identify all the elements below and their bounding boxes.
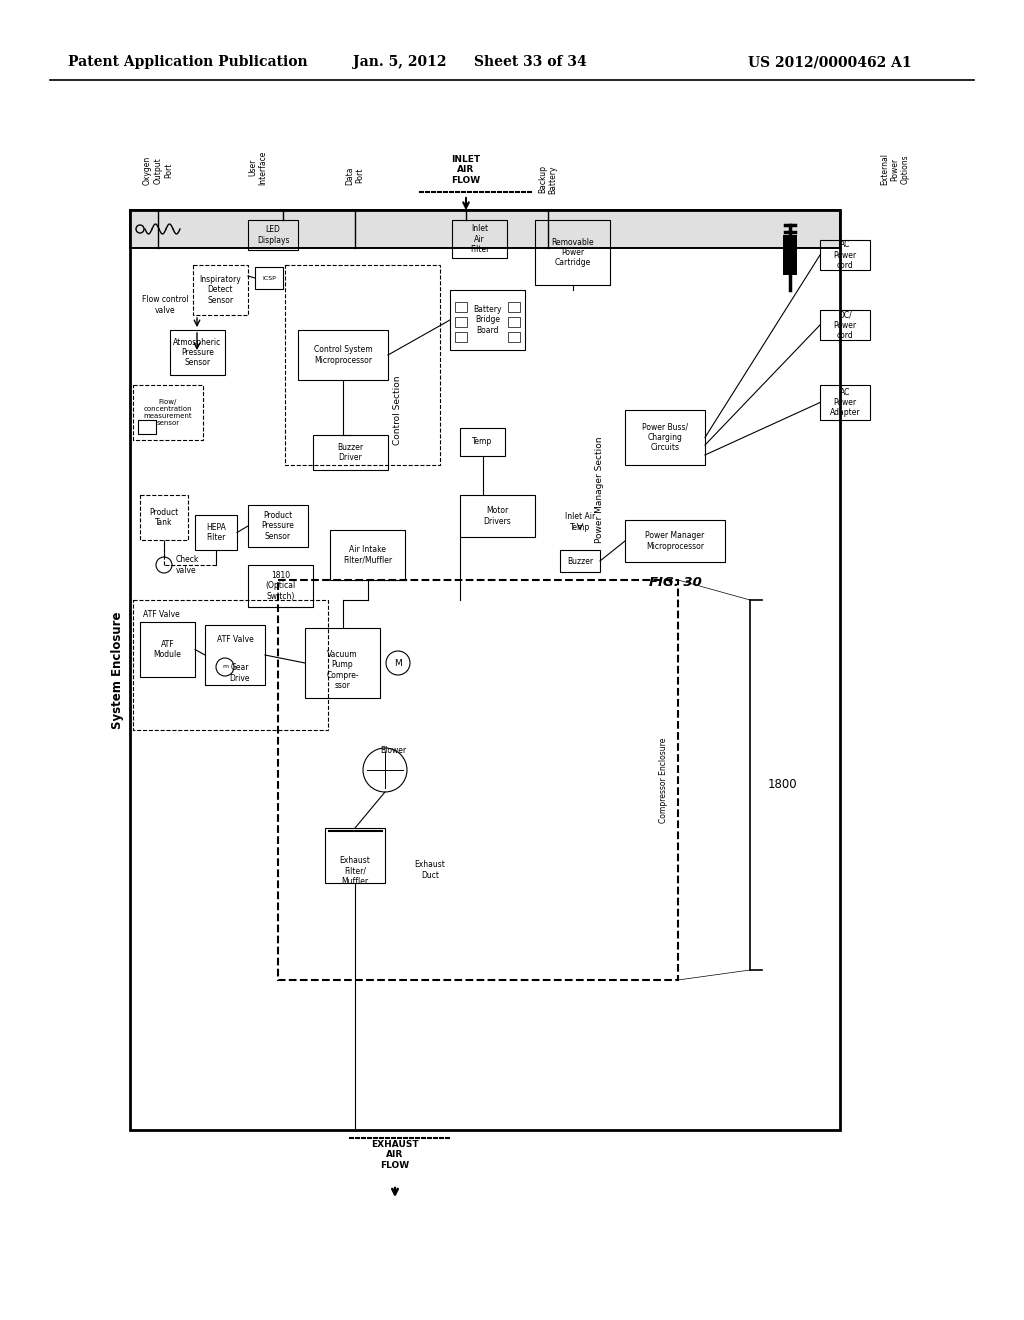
Bar [298,330,388,380]
Bar [248,220,298,249]
Bar [255,267,283,289]
Text: Buzzer
Driver: Buzzer Driver [338,442,364,462]
Bar [138,420,156,434]
Text: Sheet 33 of 34: Sheet 33 of 34 [474,55,587,69]
Bar [460,495,535,537]
Bar [305,628,380,698]
Text: M: M [394,659,401,668]
Bar [455,317,467,327]
Bar [508,317,520,327]
Text: Inlet
Air
Filter: Inlet Air Filter [470,224,489,253]
Bar [133,601,328,730]
Text: Patent Application Publication: Patent Application Publication [68,55,307,69]
Text: Power Manager Section: Power Manager Section [596,437,604,544]
Bar [455,302,467,312]
Text: Product
Tank: Product Tank [150,508,178,527]
Text: DC/
Power
cord: DC/ Power cord [834,310,856,339]
Text: Product
Pressure
Sensor: Product Pressure Sensor [261,511,295,541]
Bar [195,515,237,550]
Text: ICSP: ICSP [262,276,275,281]
Bar [535,220,610,285]
Bar [820,385,870,420]
Text: HEPA
Filter: HEPA Filter [206,523,226,543]
Text: Inlet Air
Temp: Inlet Air Temp [565,512,595,532]
Text: Exhaust
Duct: Exhaust Duct [415,861,445,879]
Bar [625,520,725,562]
Bar [140,495,188,540]
Bar [820,310,870,341]
Bar [130,210,840,1130]
Text: ATF
Module: ATF Module [154,640,181,659]
Bar [285,265,440,465]
Bar [783,235,797,275]
Bar [248,506,308,546]
Text: AC
Power
Adapter: AC Power Adapter [829,388,860,417]
Text: Data
Port: Data Port [345,166,365,185]
Bar [313,436,388,470]
Text: Motor
Drivers: Motor Drivers [483,507,511,525]
Text: Flow/
concentration
measurement
sensor: Flow/ concentration measurement sensor [143,399,193,426]
Text: Check
valve: Check valve [176,556,200,574]
Text: Control Section: Control Section [392,375,401,445]
Bar [508,333,520,342]
Bar [330,531,406,579]
Text: Power Manager
Microprocessor: Power Manager Microprocessor [645,531,705,550]
Bar [130,210,840,248]
Text: ATF Valve: ATF Valve [217,635,253,644]
Text: FIG. 30: FIG. 30 [648,576,701,589]
Text: Battery
Bridge
Board: Battery Bridge Board [473,305,502,335]
Text: Exhaust
Filter/
Muffler: Exhaust Filter/ Muffler [340,857,371,886]
Bar [193,265,248,315]
Bar [130,210,840,248]
Text: 1810
(Optical
Switch): 1810 (Optical Switch) [265,572,296,601]
Text: 1800: 1800 [768,779,798,792]
Text: User
Interface: User Interface [248,150,267,185]
Text: System Enclosure: System Enclosure [112,611,125,729]
Text: Backup
Battery: Backup Battery [539,165,558,194]
Text: EXHAUST
AIR
FLOW: EXHAUST AIR FLOW [371,1140,419,1170]
Bar [460,428,505,455]
Text: External
Power
Options: External Power Options [880,153,910,185]
Bar [455,333,467,342]
Text: Compressor Enclosure: Compressor Enclosure [659,738,668,822]
Text: m: m [222,664,228,669]
Text: AC
Power
cord: AC Power cord [834,240,856,269]
Text: Removable
Power
Cartridge: Removable Power Cartridge [551,238,594,268]
Text: Jan. 5, 2012: Jan. 5, 2012 [353,55,446,69]
Text: Inspiratory
Detect
Sensor: Inspiratory Detect Sensor [200,275,242,305]
Bar [278,579,678,979]
Text: LED
Displays: LED Displays [257,226,289,244]
Bar [325,828,385,883]
Bar [450,290,525,350]
Bar [560,550,600,572]
Text: Flow control
valve: Flow control valve [141,296,188,314]
Text: Temp: Temp [472,437,493,446]
Bar [248,565,313,607]
Text: Air Intake
Filter/Muffler: Air Intake Filter/Muffler [343,545,392,565]
Bar [170,330,225,375]
Bar [820,240,870,271]
Bar [140,622,195,677]
Text: Buzzer: Buzzer [567,557,593,565]
Text: Blower: Blower [380,746,407,755]
Bar [205,624,265,685]
Text: Oxygen
Output
Port: Oxygen Output Port [143,156,173,185]
Text: Atmospheric
Pressure
Sensor: Atmospheric Pressure Sensor [173,338,221,367]
Text: Control System
Microprocessor: Control System Microprocessor [313,346,373,364]
Bar [133,385,203,440]
Text: Power Buss/
Charging
Circuits: Power Buss/ Charging Circuits [642,422,688,453]
Text: Gear
Drive: Gear Drive [229,663,250,682]
Bar [452,220,507,257]
Bar [625,411,705,465]
Bar [508,302,520,312]
Text: US 2012/0000462 A1: US 2012/0000462 A1 [749,55,911,69]
Text: INLET
AIR
FLOW: INLET AIR FLOW [452,154,480,185]
Text: ATF Valve: ATF Valve [143,610,180,619]
Text: Vacuum
Pump
Compre-
ssor: Vacuum Pump Compre- ssor [327,649,358,690]
